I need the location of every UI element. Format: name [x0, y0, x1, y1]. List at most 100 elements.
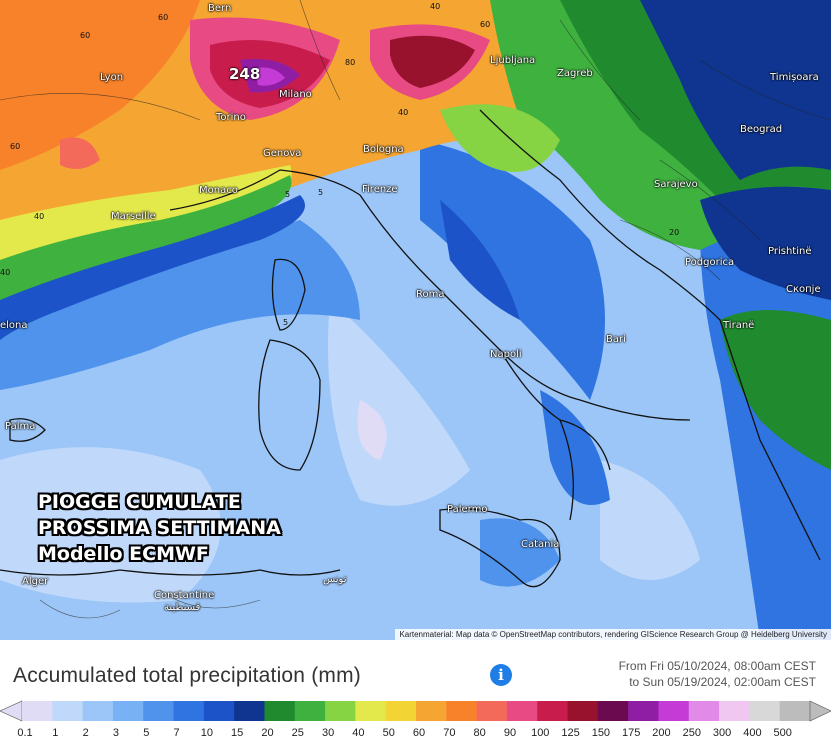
- color-scale: [0, 700, 831, 722]
- scale-swatch: [173, 701, 205, 721]
- overlay-line: PROSSIMA SETTIMANA: [38, 517, 281, 539]
- isoline-label: 5: [283, 318, 289, 327]
- city-label: Milano: [279, 89, 312, 100]
- scale-swatch: [22, 701, 53, 721]
- scale-tick-label: 30: [321, 727, 335, 739]
- city-label: Prishtinë: [768, 246, 812, 257]
- scale-tick-label: 125: [561, 727, 580, 739]
- scale-tick-label: 15: [231, 727, 244, 739]
- city-label: Palermo: [447, 504, 488, 515]
- scale-swatch: [203, 701, 235, 721]
- city-label: Beograd: [740, 124, 783, 135]
- city-label: Torino: [216, 112, 246, 123]
- scale-tick-label: 10: [200, 727, 213, 739]
- city-label: Timișoara: [770, 72, 819, 83]
- city-label: Zagreb: [557, 68, 593, 79]
- scale-swatch: [597, 701, 629, 721]
- scale-swatch: [82, 701, 114, 721]
- scale-swatch: [112, 701, 144, 721]
- city-label: Genova: [263, 148, 302, 159]
- scale-tick-label: 70: [443, 727, 456, 739]
- city-label: Napoli: [490, 349, 522, 360]
- scale-swatch: [688, 701, 720, 721]
- info-icon[interactable]: i: [490, 664, 512, 686]
- city-label: Constantine: [154, 590, 215, 601]
- city-label: Monaco: [199, 185, 238, 196]
- scale-swatch: [779, 701, 811, 721]
- scale-tick-label: 250: [682, 727, 701, 739]
- scale-tick-label: 150: [591, 727, 611, 739]
- city-label: تونس: [323, 574, 347, 585]
- city-label: Bologna: [363, 144, 404, 155]
- overlay-line: Modello ECMWF: [38, 543, 209, 565]
- scale-swatch: [325, 701, 356, 721]
- scale-swatch: [264, 701, 296, 721]
- scale-swatch: [476, 701, 508, 721]
- scale-swatch: [537, 701, 569, 721]
- city-label: Bari: [606, 334, 626, 345]
- scale-swatch: [749, 701, 781, 721]
- isoline-label: 40: [0, 268, 11, 277]
- isoline-label: 40: [430, 2, 441, 11]
- isoline-label: 5: [285, 190, 291, 199]
- isoline-label: 80: [345, 58, 356, 67]
- city-label: Lyon: [100, 72, 124, 83]
- time-range: From Fri 05/10/2024, 08:00am CEST to Sun…: [619, 658, 816, 690]
- scale-swatch: [446, 701, 478, 721]
- city-label: Palma: [5, 421, 36, 432]
- city-label: Скопје: [786, 284, 821, 295]
- city-label: Roma: [416, 289, 445, 300]
- scale-tick-label: 40: [352, 727, 365, 739]
- scale-tick-label: 60: [412, 727, 426, 739]
- isoline-label: 60: [10, 142, 21, 151]
- scale-swatch: [294, 701, 326, 721]
- scale-swatch: [658, 701, 690, 721]
- precipitation-map[interactable]: Bern Lyon Torino Milano Genova Monaco Ma…: [0, 0, 831, 640]
- isoline-label: 5: [318, 188, 324, 197]
- scale-tick-label: 2: [82, 727, 89, 739]
- scale-swatch: [385, 701, 417, 721]
- isoline-label: 60: [80, 31, 91, 40]
- scale-tick-label: 300: [712, 727, 732, 739]
- scale-tick-label: 50: [382, 727, 395, 739]
- scale-tick-label: 3: [112, 727, 120, 739]
- city-label: قسنطينة: [164, 602, 201, 613]
- max-value-label: 248: [229, 65, 261, 83]
- map-attribution: Kartenmaterial: Map data © OpenStreetMap…: [395, 629, 831, 640]
- precipitation-field: [0, 0, 831, 640]
- city-label: Ljubljana: [490, 55, 536, 66]
- overlay-line: PIOGGE CUMULATE: [38, 491, 241, 513]
- city-label: Podgorica: [685, 257, 735, 268]
- isoline-label: 40: [398, 108, 409, 117]
- city-label: Catania: [521, 539, 560, 550]
- city-label: Sarajevo: [654, 179, 698, 190]
- scale-tick-label: 80: [473, 727, 486, 739]
- scale-swatch: [416, 701, 447, 721]
- scale-swatch: [506, 701, 538, 721]
- scale-tick-label: 175: [621, 727, 641, 739]
- range-from: From Fri 05/10/2024, 08:00am CEST: [618, 659, 816, 673]
- scale-swatch: [52, 701, 84, 721]
- isoline-label: 60: [480, 20, 491, 29]
- scale-tick-label: 90: [503, 727, 517, 739]
- isoline-label: 60: [158, 13, 169, 22]
- scale-swatch: [355, 701, 387, 721]
- city-label: Alger: [22, 576, 49, 587]
- scale-tick-label: 5: [143, 727, 150, 739]
- scale-arrow-right: [809, 700, 831, 722]
- scale-tick-label: 0.1: [17, 727, 33, 739]
- city-label: Tiranë: [723, 320, 755, 331]
- city-label: Firenze: [362, 184, 398, 195]
- legend-title: Accumulated total precipitation (mm): [13, 664, 361, 687]
- scale-tick-label: 25: [291, 727, 304, 739]
- scale-arrow-left: [0, 700, 23, 722]
- scale-swatch: [719, 701, 750, 721]
- isoline-label: 40: [34, 212, 45, 221]
- scale-swatch: [628, 701, 659, 721]
- scale-tick-label: 100: [531, 727, 550, 739]
- scale-tick-label: 7: [173, 727, 180, 739]
- scale-tick-label: 200: [652, 727, 671, 739]
- scale-labels: 0.1 1 2 3 5 7 10 15 20 25 30 40 50 60 70 80 90 100 125 150 1…: [0, 727, 840, 743]
- scale-tick-label: 1: [52, 727, 59, 739]
- map-title-overlay: PIOGGE CUMULATE PROSSIMA SETTIMANA Model…: [38, 489, 281, 567]
